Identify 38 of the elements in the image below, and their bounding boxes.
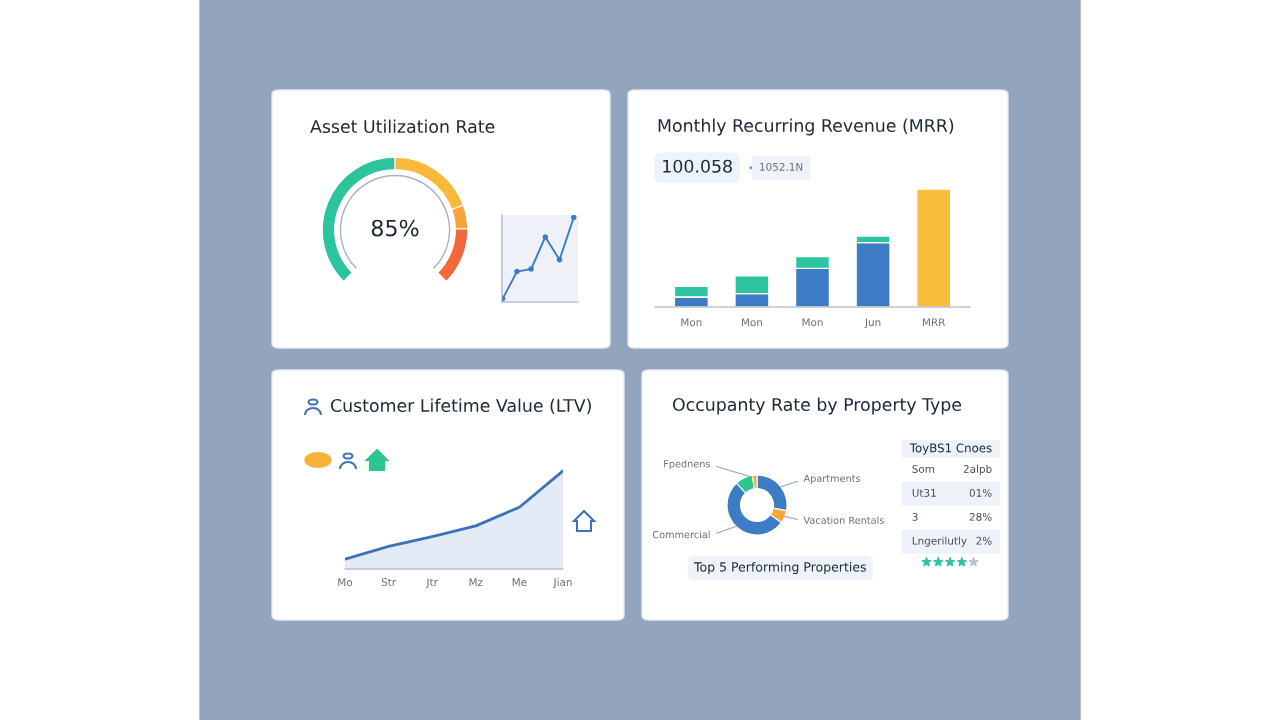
x-tick-label: Mon xyxy=(741,318,763,327)
x-tick-label: Mon xyxy=(802,318,823,327)
slice-label: Vacation Rentals xyxy=(803,516,884,524)
slice-label: Fpednens xyxy=(664,459,711,470)
x-tick-label: Mo xyxy=(338,578,353,587)
slice-label: Commercial xyxy=(652,530,710,539)
text: Som xyxy=(912,465,935,473)
chart-title: Asset Utilization Rate xyxy=(310,119,495,134)
text: 3 xyxy=(912,512,918,521)
bar xyxy=(915,189,952,307)
x-tick-label: Me xyxy=(512,578,527,587)
text: Top 5 Performing Properties xyxy=(693,561,866,575)
x-tick-label: Mon xyxy=(681,318,702,327)
text: 100.058 xyxy=(663,159,732,173)
text: 2alpb xyxy=(963,464,992,475)
point xyxy=(542,234,549,240)
chart-title: Occupanty Rate by Property Type xyxy=(672,397,962,415)
x-tick-label: Str xyxy=(381,578,397,587)
slice-label: Apartments xyxy=(803,474,861,484)
x-tick-label: Jun xyxy=(864,318,881,329)
point xyxy=(514,268,520,275)
text: 01% xyxy=(969,488,992,497)
text: 28% xyxy=(969,512,992,521)
text: 2% xyxy=(976,536,992,545)
point xyxy=(570,215,577,221)
x-tick-label: Jian xyxy=(552,578,572,589)
point xyxy=(528,266,534,272)
chart-title: Customer Lifetime Value (LTV) xyxy=(330,398,591,415)
x-tick-label: MRR xyxy=(922,318,946,327)
text: Ut31 xyxy=(912,488,936,497)
text: 85% xyxy=(371,219,419,237)
chart-title: Monthly Recurring Revenue (MRR) xyxy=(658,118,954,136)
text: 1052.1N xyxy=(760,162,803,171)
x-tick-label: Mz xyxy=(469,578,483,586)
point xyxy=(556,256,563,263)
text: Lngerilutly xyxy=(912,536,967,547)
x-tick-label: Jtr xyxy=(425,578,438,589)
text: ToyBS1 Cnoes xyxy=(909,443,992,455)
